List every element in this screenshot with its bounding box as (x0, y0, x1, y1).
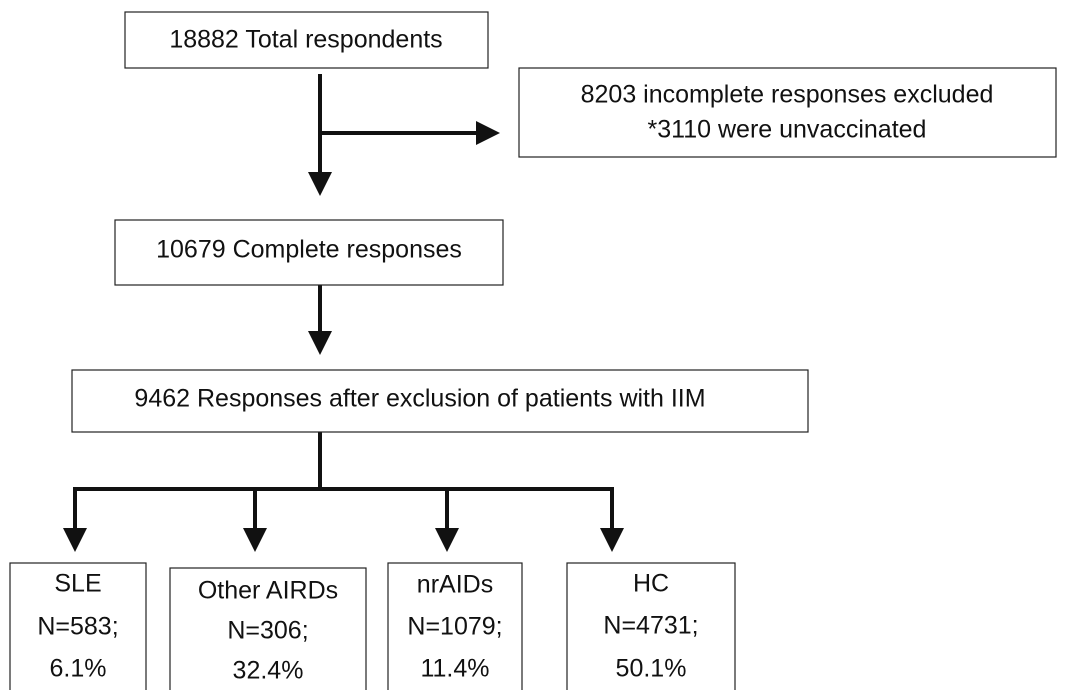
box-text: 32.4% (233, 657, 304, 685)
box-text: N=583; (37, 613, 118, 641)
box-text: 18882 Total respondents (169, 26, 442, 54)
box: 10679 Complete responses (114, 219, 504, 286)
box-text: 8203 incomplete responses excluded (581, 81, 994, 109)
box: HC N=4731; 50.1% (566, 562, 736, 690)
box-text: 11.4% (420, 655, 489, 683)
box-text: Other AIRDs (198, 577, 338, 605)
box: Other AIRDs N=306; 32.4% (169, 567, 367, 690)
box: 8203 incomplete responses excluded *3110… (518, 67, 1057, 158)
box-text: *3110 were unvaccinated (648, 116, 927, 144)
box-text: 9462 Responses after exclusion of patien… (134, 385, 705, 413)
box-text: HC (633, 570, 669, 598)
connectors (63, 74, 624, 552)
box: 18882 Total respondents (124, 11, 489, 69)
box-text: 50.1% (616, 655, 687, 683)
box: SLE N=583; 6.1% (9, 562, 147, 690)
box-border (71, 369, 809, 433)
box-text: 6.1% (50, 655, 107, 683)
box-border (124, 11, 489, 69)
box-text: N=4731; (603, 612, 698, 640)
box-border (518, 67, 1057, 158)
box-text: N=1079; (407, 613, 502, 641)
box-text: 10679 Complete responses (156, 236, 462, 264)
box: nrAIDs N=1079; 11.4% (387, 562, 523, 690)
box-border (9, 562, 147, 690)
box-text: SLE (54, 570, 101, 598)
box-text: nrAIDs (417, 571, 493, 599)
box-border (169, 567, 367, 690)
box: 9462 Responses after exclusion of patien… (71, 369, 809, 433)
box-border (114, 219, 504, 286)
box-text: N=306; (227, 617, 308, 645)
box-border (387, 562, 523, 690)
box-border (566, 562, 736, 690)
